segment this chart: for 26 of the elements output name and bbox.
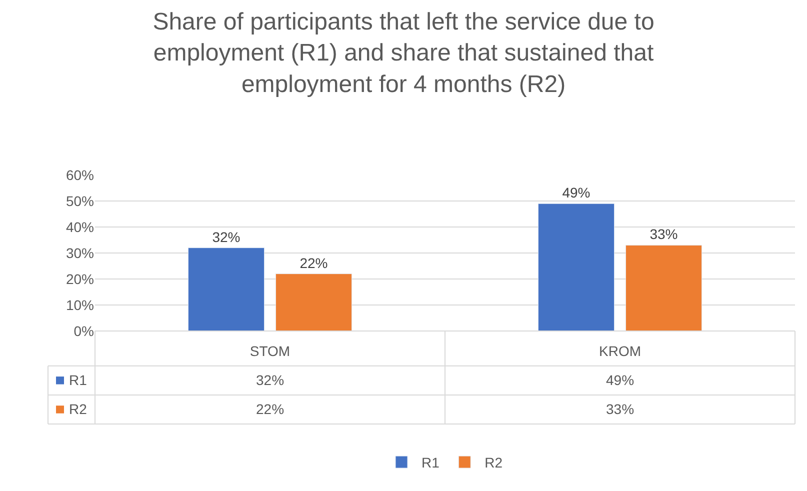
chart-title: Share of participants that left the service due to employment (R1) and share that sustained that employment for 4 months (R2) [152, 8, 654, 98]
text: R2 [69, 401, 87, 417]
x-tick-label: KROM [599, 343, 641, 359]
bar [188, 248, 265, 331]
y-tick-label: 50% [66, 192, 94, 209]
y-tick-label: 40% [66, 218, 94, 235]
text: 22% [300, 254, 328, 271]
legend-label: R2 [484, 454, 503, 470]
text: 33% [650, 226, 678, 242]
bar [538, 203, 615, 331]
bar [625, 244, 702, 331]
y-tick-label: 20% [66, 270, 94, 287]
x-tick-label: STOM [250, 343, 290, 359]
text: R1 [422, 454, 440, 470]
y-tick-label: 60% [66, 166, 94, 183]
text: 32% [212, 228, 240, 245]
y-tick-label: 0% [74, 322, 94, 339]
data-label: 49% [606, 372, 634, 388]
legend-label: R1 [69, 372, 88, 388]
data-label: 33% [606, 401, 634, 417]
data-label: 32% [256, 372, 284, 388]
data-label: 22% [256, 401, 284, 417]
y-tick-label: 30% [66, 244, 94, 261]
y-tick-label: 10% [66, 296, 94, 313]
bar [275, 274, 352, 331]
text: 49% [562, 184, 590, 201]
